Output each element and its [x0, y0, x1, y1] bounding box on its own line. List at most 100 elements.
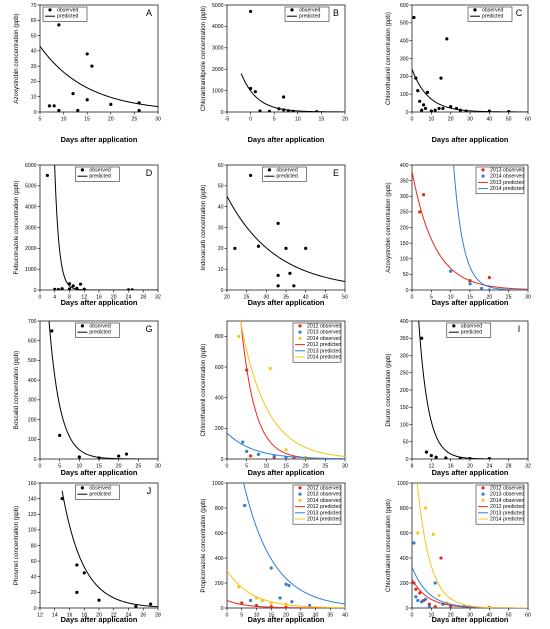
x-tick-label: 5	[430, 295, 433, 301]
panel-c: 0 10 20 30 40 50 600100200300400500600Chloroth…	[385, 3, 531, 144]
x-tick-label: 28	[155, 613, 161, 619]
y-tick-label: 50	[31, 33, 37, 39]
observed-point	[287, 583, 291, 588]
observed-point	[57, 108, 61, 112]
y-tick-label: 20	[218, 246, 224, 252]
x-tick-label: 5	[39, 117, 42, 123]
x-tick-label: 40	[303, 295, 309, 301]
observed-point	[47, 104, 52, 108]
x-tick-label: 16	[96, 295, 102, 301]
observed-point	[249, 598, 253, 603]
y-tick-label: 150	[400, 405, 409, 411]
x-axis-label: Days after application	[61, 468, 138, 477]
observed-point	[284, 448, 288, 452]
legend-box	[446, 322, 492, 338]
plot-frame	[226, 4, 346, 113]
predicted-curve	[227, 196, 345, 282]
x-tick-label: 10	[76, 464, 82, 470]
x-tick-label: 24	[126, 613, 132, 619]
observed-point	[418, 99, 422, 103]
legend-label: observed	[482, 8, 503, 14]
y-tick-label: 0	[406, 606, 409, 612]
observed-point	[67, 287, 72, 290]
legend-point-swatch	[48, 8, 52, 12]
x-tick-label: 20	[116, 464, 122, 470]
y-tick-label: 250	[400, 210, 409, 216]
y-tick-label: 200	[215, 581, 224, 587]
x-tick-label: -5	[225, 117, 230, 123]
observed-point	[439, 76, 443, 80]
panel-d: 0 4 8 12 16 20 24 28 32 0 1000 2000 3000 4000 5000 6000…	[13, 163, 161, 307]
y-tick-label: 300	[28, 398, 37, 404]
observed-point	[416, 531, 420, 535]
plot-frame	[39, 482, 159, 609]
x-tick-label: 30	[155, 464, 161, 470]
legend-label: observed	[299, 8, 320, 14]
x-tick-label: 15	[467, 295, 473, 301]
legend-label: 2013 predicted	[307, 348, 341, 354]
observed-point	[258, 109, 262, 112]
predicted-curve	[48, 321, 158, 459]
y-tick-label: 200	[400, 74, 409, 80]
observed-point	[487, 288, 491, 290]
y-tick-label: 40	[31, 575, 37, 581]
observed-point	[412, 541, 416, 545]
x-tick-label: 50	[342, 295, 348, 301]
y-tick-label: 5000	[212, 3, 224, 9]
plot-area	[412, 483, 528, 608]
plot-area	[227, 483, 345, 608]
observed-point	[56, 287, 61, 290]
x-tick-label: 50	[506, 613, 512, 619]
x-tick-label: 45	[322, 295, 328, 301]
legend-label: 2013 observed	[490, 492, 524, 498]
observed-point	[414, 587, 418, 591]
legend-point-swatch	[80, 168, 84, 172]
observed-point	[412, 15, 416, 20]
legend-point-swatch	[452, 324, 456, 328]
y-tick-label: 80	[31, 543, 37, 549]
observed-point	[241, 440, 245, 444]
y-tick-label: 400	[400, 319, 409, 325]
observed-point	[76, 108, 80, 112]
y-tick-label: 100	[400, 422, 409, 428]
y-tick-label: 140	[28, 496, 37, 502]
y-tick-label: 20	[31, 79, 37, 85]
x-tick-label: 30	[467, 613, 473, 619]
x-tick-label: 40	[342, 613, 348, 619]
plot-frame	[411, 320, 529, 460]
y-tick-label: 600	[215, 531, 224, 537]
y-tick-label: 250	[400, 371, 409, 377]
plot-area	[45, 165, 158, 290]
x-tick-label: 20	[224, 295, 230, 301]
y-tick-label: 60	[31, 559, 37, 565]
x-tick-label: 32	[155, 295, 161, 301]
legend-point-swatch	[80, 486, 84, 490]
y-tick-label: 1000	[397, 481, 409, 487]
plot-area	[40, 12, 158, 112]
y-tick-label: 50	[403, 440, 409, 446]
legend-point-swatch	[481, 174, 485, 178]
observed-point	[427, 605, 431, 608]
x-tick-label: 15	[268, 613, 274, 619]
legend-label: observed	[89, 486, 110, 492]
observed-point	[267, 109, 272, 112]
observed-point	[134, 604, 138, 608]
legend-label: 2014 predicted	[307, 355, 341, 361]
y-tick-label: 0	[406, 288, 409, 294]
x-tick-label: 12	[81, 295, 87, 301]
y-axis-label: Phosmet concentration (ppb)	[13, 506, 20, 585]
observed-point	[71, 92, 75, 96]
legend-box	[475, 166, 525, 195]
y-tick-label: 400	[400, 38, 409, 44]
legend-point-swatch	[298, 330, 302, 334]
observed-point	[249, 9, 253, 14]
y-tick-label: 800	[400, 506, 409, 512]
y-tick-label: 500	[28, 358, 37, 364]
observed-point	[58, 433, 62, 437]
x-tick-label: 12	[37, 613, 43, 619]
y-tick-label: 40	[218, 204, 224, 210]
observed-point	[97, 598, 101, 602]
y-tick-label: 40	[31, 49, 37, 55]
